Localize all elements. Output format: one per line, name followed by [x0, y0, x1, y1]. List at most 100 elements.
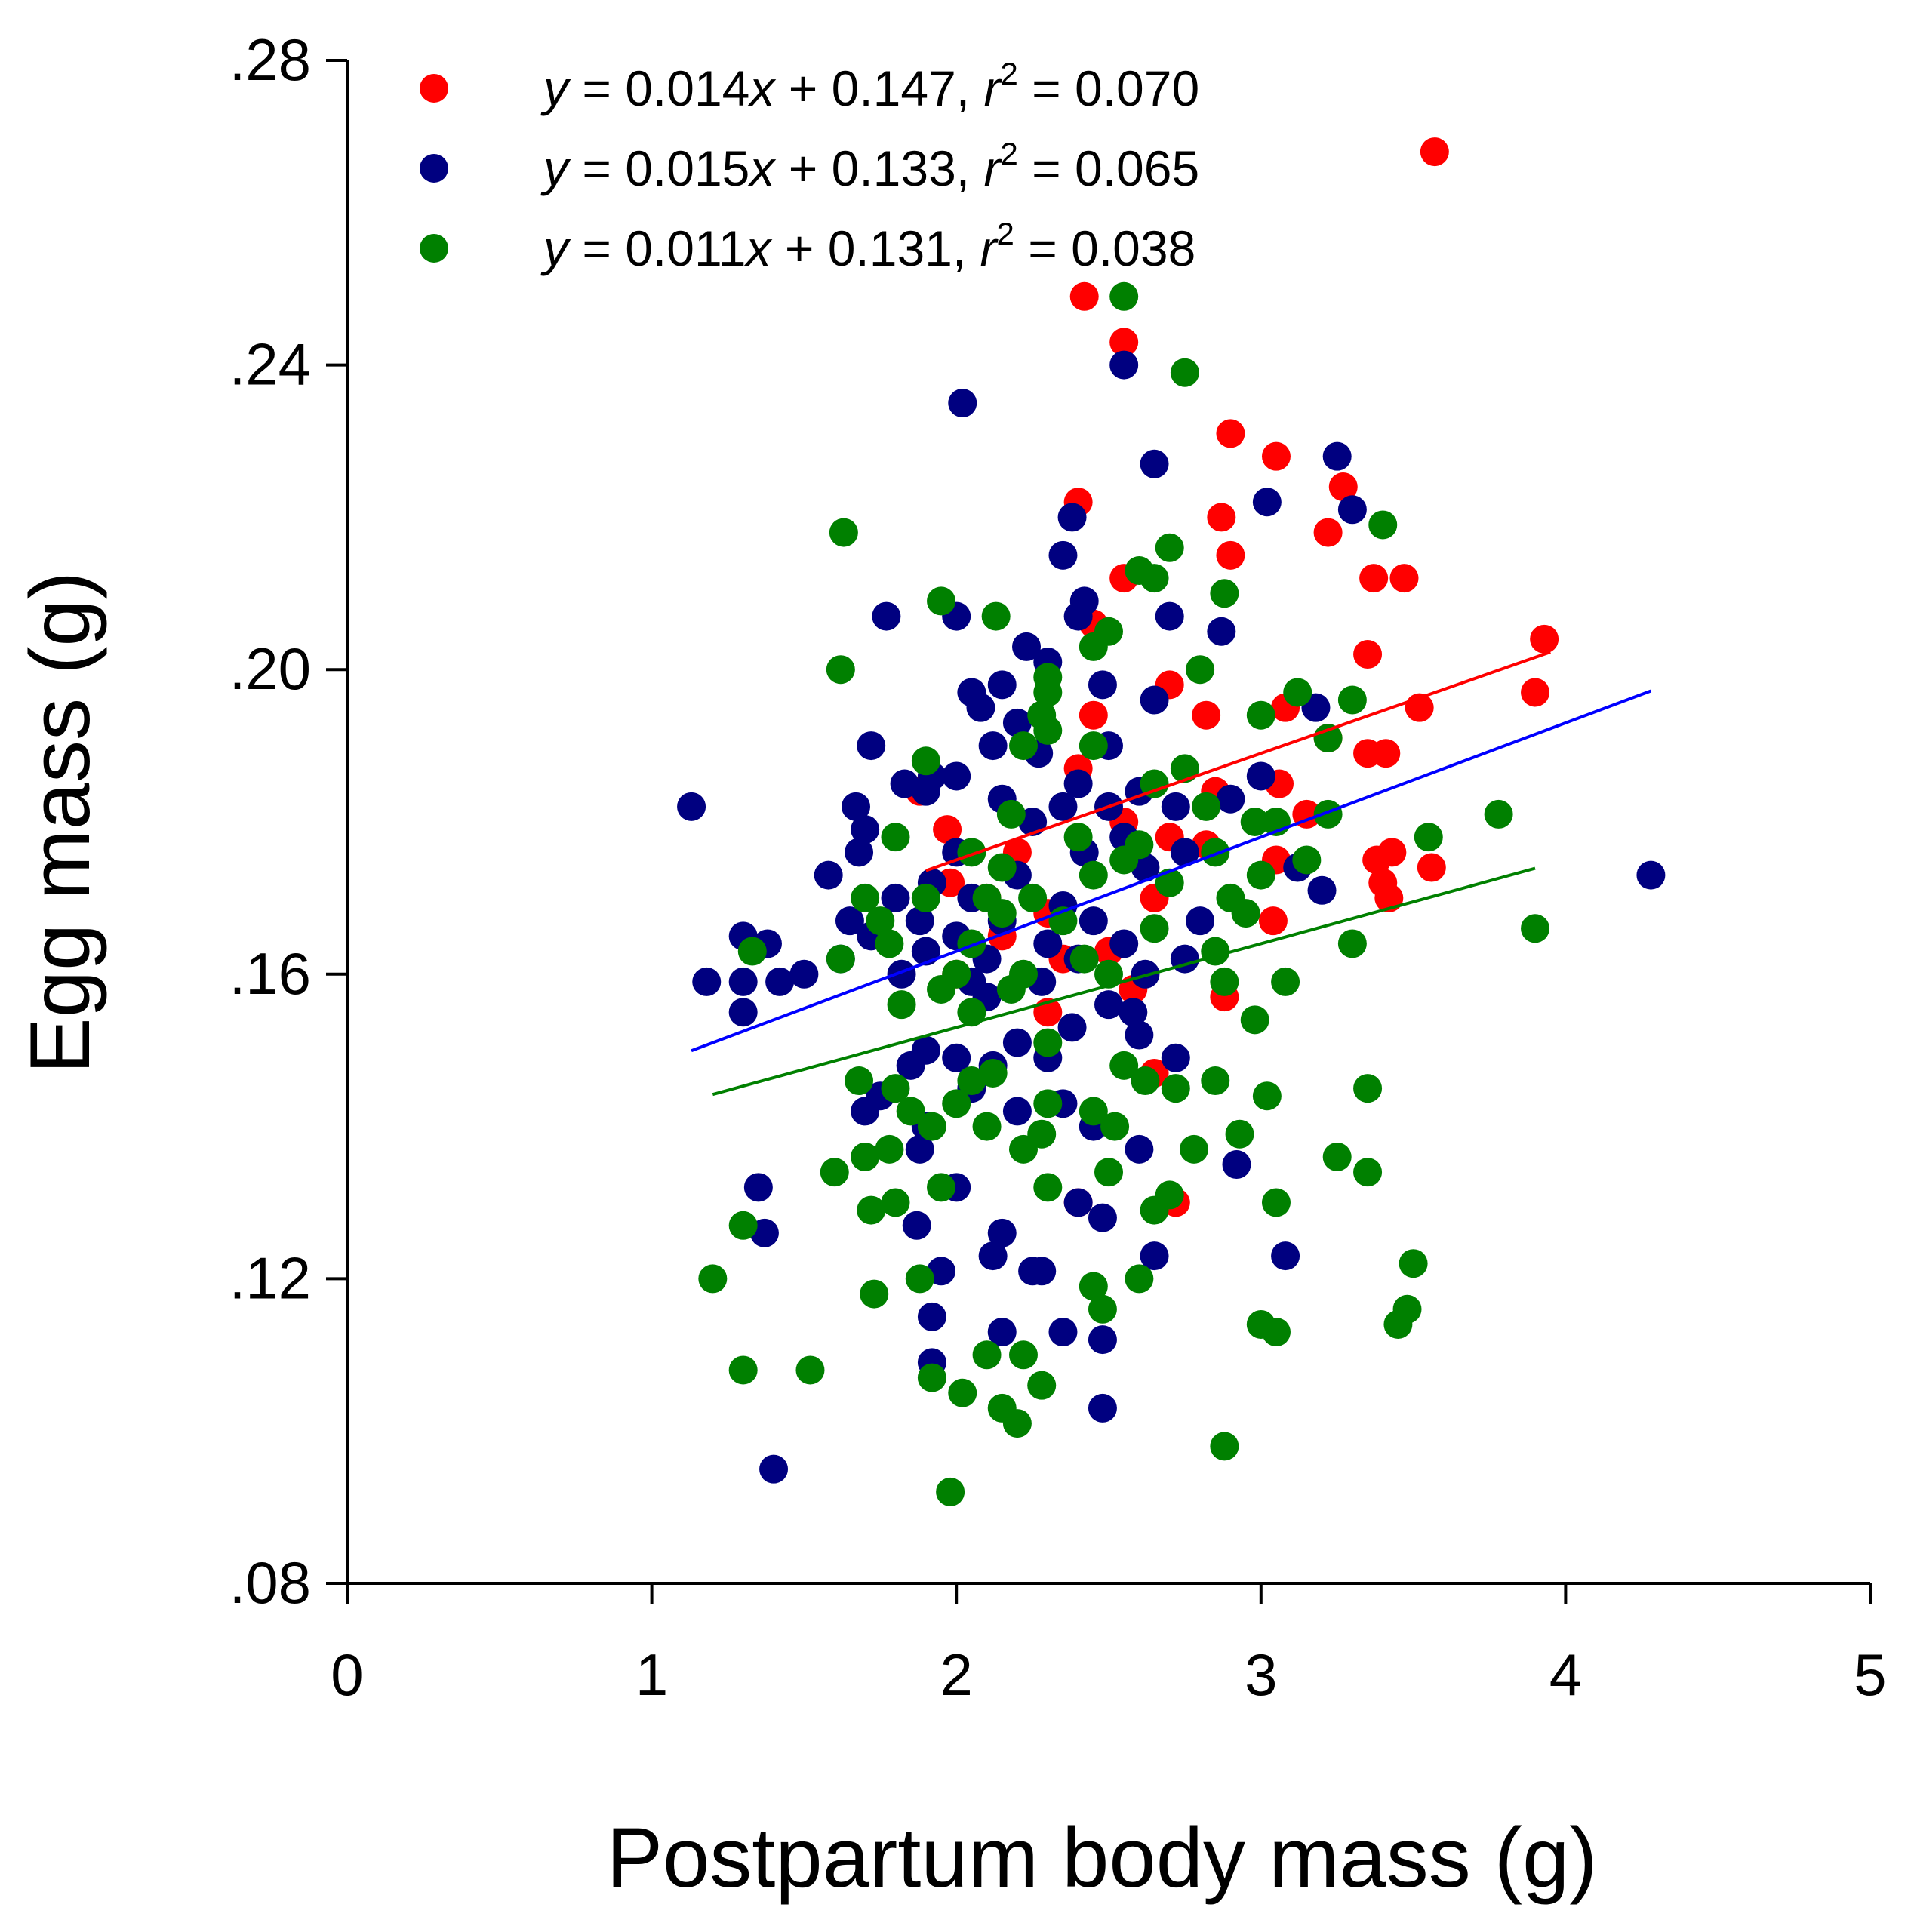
data-point-red: [1389, 564, 1419, 593]
data-point-green: [1210, 1432, 1239, 1461]
fit-line-green: [712, 866, 1536, 1097]
y-tick-label: .28: [229, 26, 311, 93]
data-point-blue: [905, 906, 934, 936]
data-point-green: [1201, 838, 1230, 867]
data-point-green: [1079, 1272, 1108, 1301]
data-point-green: [927, 586, 956, 616]
data-point-blue: [842, 792, 871, 821]
data-point-blue: [1337, 495, 1367, 525]
legend-marker-green: [420, 234, 448, 263]
data-point-green: [737, 937, 767, 966]
y-tick-label: .12: [229, 1244, 311, 1311]
legend-marker-blue: [420, 154, 448, 183]
data-point-green: [1283, 678, 1312, 707]
data-point-green: [1109, 845, 1139, 875]
data-point-blue: [851, 1097, 880, 1126]
data-point-blue: [728, 998, 758, 1027]
data-point-green: [1231, 899, 1260, 928]
data-point-blue: [1027, 1257, 1057, 1286]
legend-label-green: y = 0.011x + 0.131, r2 = 0.038: [540, 216, 1195, 276]
data-point-red: [1109, 328, 1139, 357]
data-point-green: [1079, 632, 1108, 661]
data-point-green: [1186, 655, 1215, 685]
data-point-blue: [1088, 1203, 1117, 1232]
data-point-green: [887, 990, 916, 1020]
data-point-green: [1131, 1066, 1160, 1096]
data-point-green: [1088, 1294, 1117, 1324]
data-point-blue: [917, 1302, 946, 1331]
data-point-green: [1313, 724, 1343, 753]
x-tick-label: 3: [1245, 1641, 1277, 1708]
data-point-green: [987, 853, 1017, 882]
data-point-green: [881, 1074, 910, 1103]
data-point-green: [875, 929, 904, 958]
data-point-green: [1271, 967, 1300, 996]
data-point-green: [996, 799, 1026, 829]
fit-lines: [691, 651, 1652, 1097]
data-point-green: [1292, 845, 1322, 875]
data-point-blue: [987, 1318, 1017, 1347]
data-point-green: [1170, 754, 1199, 783]
data-point-green: [1313, 799, 1343, 829]
data-point-green: [987, 899, 1017, 928]
data-point-green: [1002, 1409, 1032, 1438]
data-point-blue: [1161, 1043, 1190, 1072]
data-point-green: [917, 1112, 946, 1141]
data-point-blue: [1119, 998, 1148, 1027]
data-point-blue: [1246, 761, 1275, 791]
data-point-blue: [1222, 1150, 1251, 1180]
data-point-green: [1252, 1081, 1282, 1111]
data-point-red: [1521, 678, 1550, 707]
data-point-green: [1140, 564, 1169, 593]
data-point-red: [1353, 640, 1383, 669]
data-point-red: [1371, 739, 1401, 768]
x-tick-label: 2: [940, 1641, 973, 1708]
data-point-blue: [1094, 990, 1123, 1020]
data-point-green: [1261, 1188, 1291, 1217]
data-point-blue: [1186, 906, 1215, 936]
data-point-blue: [1063, 601, 1093, 631]
data-point-green: [1368, 510, 1398, 540]
data-point-green: [881, 1188, 910, 1217]
data-point-green: [1484, 799, 1513, 829]
data-point-green: [881, 823, 910, 852]
data-point-blue: [1207, 617, 1236, 646]
data-point-blue: [728, 967, 758, 996]
x-tick-label: 4: [1549, 1641, 1582, 1708]
data-point-blue: [902, 1211, 931, 1240]
data-point-red: [1261, 441, 1291, 471]
data-point-green: [826, 655, 855, 685]
data-point-red: [1207, 503, 1236, 532]
y-tick-label: .24: [229, 331, 311, 398]
data-point-green: [1109, 1051, 1139, 1080]
data-point-green: [1094, 959, 1123, 989]
data-point-red: [1313, 518, 1343, 547]
data-point-green: [1201, 937, 1230, 966]
data-point-blue: [911, 777, 940, 806]
data-point-red: [1362, 845, 1392, 875]
data-point-blue: [1307, 875, 1337, 905]
y-tick-label: .20: [229, 635, 311, 702]
data-point-blue: [835, 906, 864, 936]
data-point-blue: [1109, 929, 1139, 958]
data-point-green: [957, 998, 986, 1027]
y-axis-title: Egg mass (g): [13, 571, 107, 1074]
data-point-red: [933, 815, 962, 844]
x-tick-label: 1: [635, 1641, 668, 1708]
data-point-blue: [1322, 441, 1352, 471]
data-point-green: [1140, 769, 1169, 798]
data-point-blue: [1002, 708, 1032, 737]
data-point-blue: [887, 959, 916, 989]
data-point-green: [1210, 579, 1239, 608]
data-point-green: [1246, 860, 1275, 890]
data-point-green: [857, 1195, 886, 1225]
data-point-green: [1225, 1119, 1254, 1149]
data-point-blue: [845, 838, 874, 867]
x-tick-label: 0: [331, 1641, 363, 1708]
data-point-green: [1063, 823, 1093, 852]
data-point-blue: [872, 601, 901, 631]
data-point-blue: [759, 1454, 789, 1484]
data-point-green: [1033, 1173, 1063, 1202]
data-point-green: [698, 1264, 728, 1294]
data-point-green: [851, 883, 880, 912]
